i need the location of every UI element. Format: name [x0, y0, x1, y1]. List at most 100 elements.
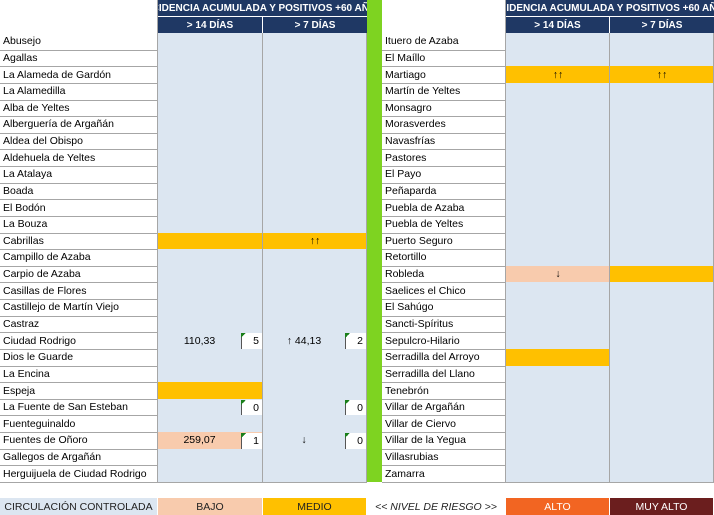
cell	[506, 348, 610, 367]
cell	[263, 33, 367, 51]
cell	[506, 415, 610, 434]
cell	[263, 465, 367, 483]
cell-text: ↑↑	[656, 68, 668, 81]
town-name: Abusejo	[0, 33, 158, 51]
comment-marker	[345, 333, 350, 339]
cell	[610, 232, 714, 251]
cell	[506, 33, 610, 51]
count-box: 5	[241, 333, 262, 349]
town-name: Puebla de Azaba	[382, 199, 506, 217]
town-name: Monsagro	[382, 99, 506, 118]
cell	[158, 348, 263, 367]
cell	[158, 199, 263, 217]
cell	[158, 66, 263, 84]
town-name: Espeja	[0, 382, 158, 400]
town-name: Serradilla del Arroyo	[382, 348, 506, 367]
town-name: La Alamedilla	[0, 82, 158, 101]
cell	[506, 149, 610, 168]
cell	[158, 99, 263, 118]
town-name: Sepulcro-Hilario	[382, 332, 506, 350]
town-name: Villasrubias	[382, 448, 506, 467]
town-name: La Atalaya	[0, 166, 158, 184]
town-name: Puerto Seguro	[382, 232, 506, 251]
town-name: Ituero de Azaba	[382, 33, 506, 51]
cell	[158, 382, 263, 400]
cell	[610, 132, 714, 151]
cell	[610, 149, 714, 168]
town-name: Pastores	[382, 149, 506, 168]
cell	[263, 149, 367, 168]
cell	[263, 299, 367, 317]
cell	[263, 365, 367, 384]
cell-text: ↑↑	[309, 234, 321, 247]
cell	[610, 299, 714, 317]
cell	[506, 182, 610, 201]
town-name: Serradilla del Llano	[382, 365, 506, 384]
town-name: Castraz	[0, 315, 158, 334]
cell	[158, 282, 263, 301]
cell	[506, 332, 610, 350]
cell	[158, 365, 263, 384]
cell	[158, 166, 263, 184]
cell	[506, 299, 610, 317]
town-name: Navasfrías	[382, 132, 506, 151]
town-name: Cabrillas	[0, 232, 158, 251]
cell	[263, 282, 367, 301]
cell	[506, 432, 610, 450]
town-name: Fuentes de Oñoro	[0, 432, 158, 450]
cell	[610, 365, 714, 384]
legend-item: MEDIO	[263, 498, 367, 515]
cell	[610, 282, 714, 301]
town-name: Castillejo de Martín Viejo	[0, 299, 158, 317]
cell	[263, 382, 367, 400]
cell	[506, 365, 610, 384]
cell	[158, 265, 263, 284]
cell	[158, 415, 263, 434]
town-name: Martiago	[382, 66, 506, 84]
town-name: Carpio de Azaba	[0, 265, 158, 284]
town-name: Villar de Ciervo	[382, 415, 506, 434]
cell	[263, 448, 367, 467]
town-name: Saelices el Chico	[382, 282, 506, 301]
cell	[158, 465, 263, 483]
cell	[263, 182, 367, 201]
town-name: Agallas	[0, 49, 158, 68]
cell	[610, 116, 714, 134]
town-name: El Maíllo	[382, 49, 506, 68]
town-name: El Payo	[382, 166, 506, 184]
cell	[158, 299, 263, 317]
header-col: > 7 DÍAS	[610, 17, 714, 33]
cell	[506, 249, 610, 267]
cell	[610, 332, 714, 350]
cell	[506, 166, 610, 184]
cell-text: ↑ 44,13	[286, 334, 322, 347]
cell-text: 259,07	[183, 434, 216, 447]
town-name: Martín de Yeltes	[382, 82, 506, 101]
town-name: Casillas de Flores	[0, 282, 158, 301]
cell	[263, 49, 367, 68]
header-blank	[382, 0, 506, 33]
cell	[263, 315, 367, 334]
cell	[610, 49, 714, 68]
cell	[506, 315, 610, 334]
legend-item: CIRCULACIÓN CONTROLADA	[0, 498, 158, 515]
cell	[506, 448, 610, 467]
cell	[263, 166, 367, 184]
cell-text: ↓	[555, 268, 561, 281]
town-name: Fuenteguinaldo	[0, 415, 158, 434]
header-blank	[0, 0, 158, 33]
cell	[610, 199, 714, 217]
town-name: La Alameda de Gardón	[0, 66, 158, 84]
town-name: Robleda	[382, 265, 506, 284]
legend-item: ALTO	[506, 498, 610, 515]
town-name: Campillo de Azaba	[0, 249, 158, 267]
cell-text: 110,33	[183, 334, 216, 347]
cell	[610, 166, 714, 184]
count-box: 2	[345, 333, 366, 349]
count-box: 1	[241, 433, 262, 449]
cell	[158, 232, 263, 251]
cell	[263, 199, 367, 217]
comment-marker	[345, 433, 350, 439]
cell	[506, 116, 610, 134]
